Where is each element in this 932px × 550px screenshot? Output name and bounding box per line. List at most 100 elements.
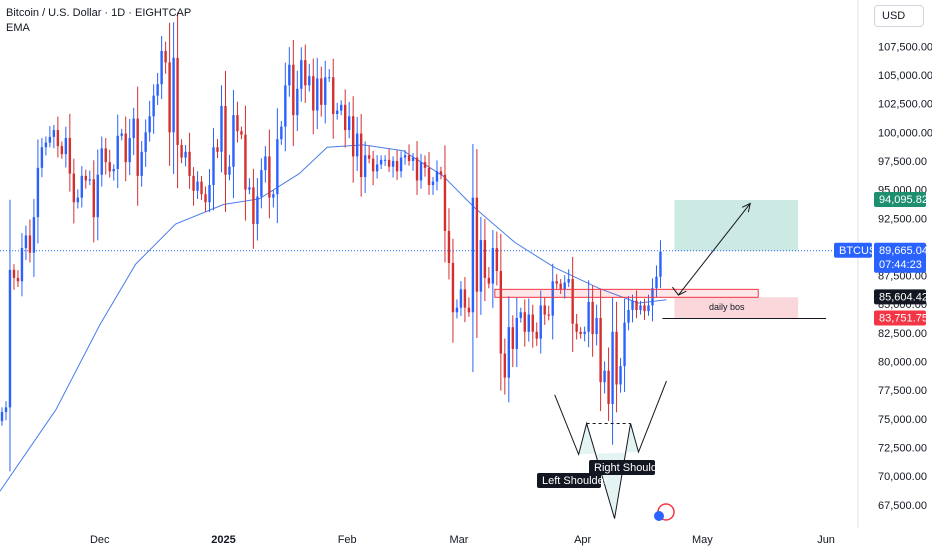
candle — [583, 331, 586, 335]
candle — [48, 136, 52, 143]
candle — [355, 133, 359, 157]
candle — [447, 230, 451, 263]
ema-line — [0, 144, 667, 492]
candle — [623, 322, 626, 367]
candle — [24, 235, 28, 249]
candle — [332, 77, 335, 114]
sl-price-badge-bg — [874, 310, 926, 326]
candle — [475, 197, 479, 292]
candle — [539, 305, 542, 339]
candle — [92, 179, 95, 218]
candle — [547, 314, 550, 316]
candle — [68, 138, 72, 174]
candle — [643, 305, 646, 312]
candle — [431, 181, 435, 186]
candle — [80, 175, 84, 198]
candle — [607, 370, 610, 404]
candle — [132, 118, 135, 139]
candle — [336, 110, 339, 114]
candle — [423, 162, 427, 168]
candle — [551, 281, 554, 316]
candle — [208, 185, 211, 203]
indicator-label[interactable]: EMA — [6, 22, 30, 34]
candle — [12, 269, 16, 278]
candle — [359, 133, 363, 178]
candle — [40, 147, 44, 168]
candle — [379, 159, 383, 165]
candle — [284, 85, 287, 127]
candle — [399, 157, 403, 172]
candle — [220, 105, 223, 152]
candle — [60, 146, 64, 155]
candle — [559, 283, 562, 290]
trade-arrow — [678, 203, 751, 296]
candle — [124, 133, 127, 163]
candle — [188, 151, 191, 176]
candle — [603, 370, 606, 383]
candle — [116, 135, 119, 170]
candle — [495, 248, 499, 272]
candle — [343, 104, 347, 131]
candle — [276, 139, 279, 195]
candle — [312, 76, 315, 111]
candle — [523, 312, 526, 332]
x-axis-label: 2025 — [211, 534, 235, 546]
candle — [451, 262, 455, 313]
currency-button[interactable]: USD — [874, 5, 924, 27]
candle — [407, 155, 411, 161]
tp-price-badge-bg — [874, 192, 926, 208]
candle — [627, 309, 630, 323]
candle — [244, 134, 247, 190]
candle — [304, 60, 307, 86]
candle — [264, 156, 267, 171]
ticker-badge: BTCUSD — [839, 245, 884, 257]
candle — [76, 197, 80, 203]
candle — [316, 78, 319, 111]
candle — [579, 331, 582, 335]
candle — [479, 240, 483, 292]
y-tick-label: 70,000.00 — [878, 471, 927, 483]
entry-box — [494, 288, 759, 298]
candle — [571, 279, 574, 324]
candle — [567, 279, 570, 283]
candle — [443, 174, 447, 231]
candle — [615, 331, 618, 385]
candle — [543, 305, 546, 315]
left-shoulder-label: Left Shoulder — [542, 475, 608, 487]
countdown-badge: 07:44:23 — [879, 259, 922, 271]
candle — [455, 307, 459, 313]
last-price-badge: 89,665.04 — [879, 245, 928, 257]
candle — [383, 159, 387, 161]
y-tick-label: 82,500.00 — [878, 328, 927, 340]
x-axis-label: Feb — [338, 534, 357, 546]
trade-arrow-head — [741, 202, 751, 213]
candle — [459, 289, 463, 308]
entry-price-badge-bg — [874, 289, 926, 305]
candle — [100, 148, 103, 175]
candle — [224, 105, 227, 175]
candle — [619, 366, 622, 385]
y-tick-label: 105,000.00 — [878, 70, 932, 82]
candle — [519, 312, 522, 318]
candle — [375, 164, 379, 172]
candle — [192, 175, 195, 191]
candle — [52, 130, 56, 137]
y-tick-label: 77,500.00 — [878, 385, 927, 397]
daily-bos-label: daily bos — [709, 302, 745, 312]
candle — [144, 132, 147, 152]
candle — [575, 323, 578, 332]
candle — [56, 130, 60, 147]
candle — [587, 301, 590, 332]
candle — [200, 181, 203, 195]
right-shoulder-label-bg — [589, 460, 655, 475]
candle — [152, 95, 155, 117]
candle — [236, 115, 239, 132]
candle — [367, 155, 371, 159]
candle — [120, 133, 123, 136]
candle — [64, 138, 68, 155]
candle — [599, 318, 602, 383]
candle — [228, 166, 231, 175]
candle — [280, 126, 283, 140]
event-icon-flag — [654, 511, 664, 521]
